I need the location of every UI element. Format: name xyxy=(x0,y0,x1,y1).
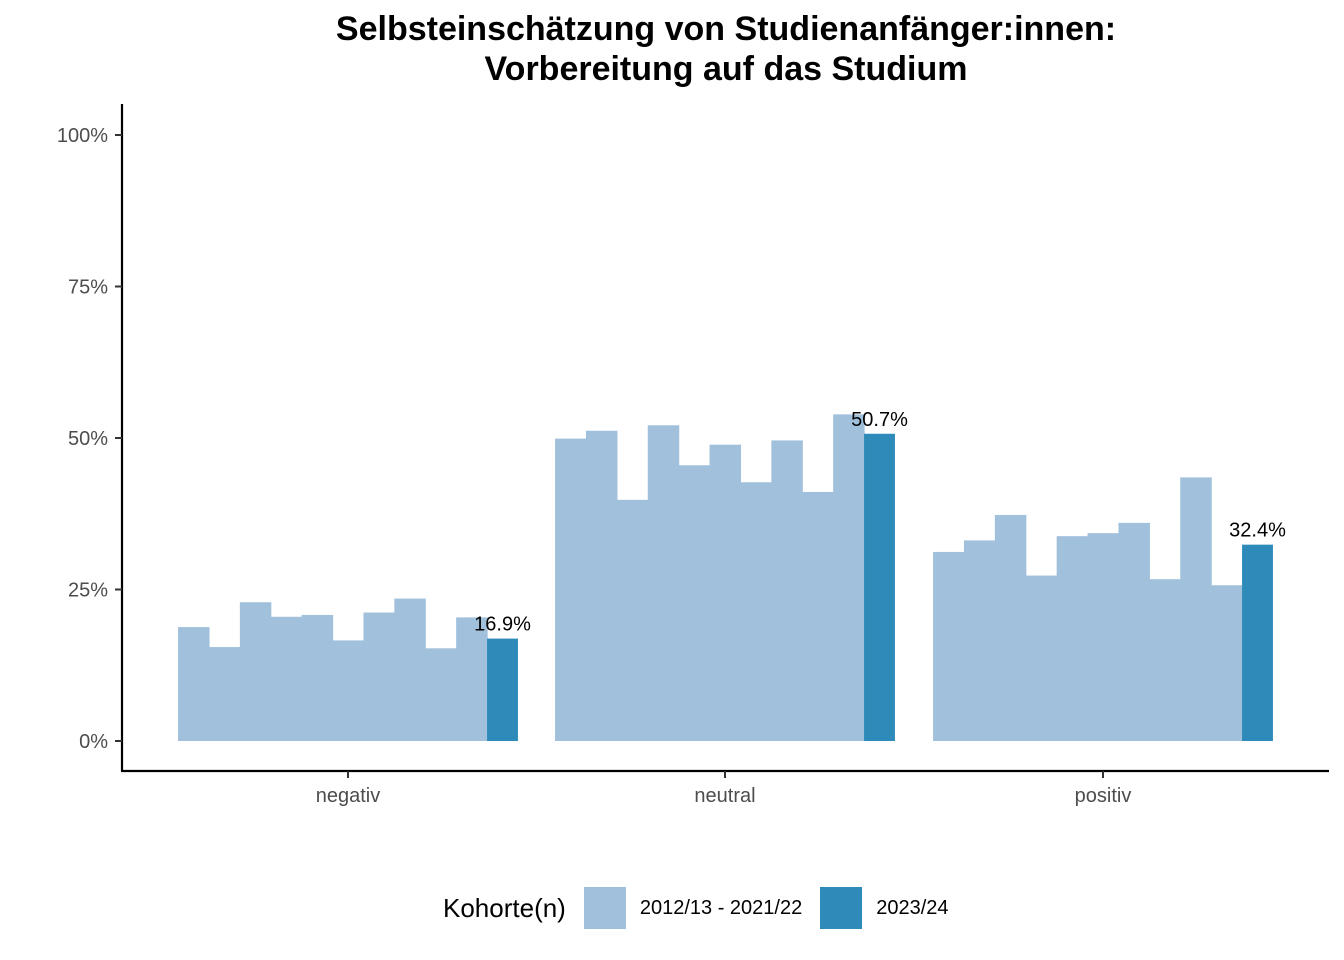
y-tick-label-2: 50% xyxy=(68,428,108,450)
bar-historic-negativ-8 xyxy=(394,598,426,741)
bar-historic-negativ-1 xyxy=(178,627,210,741)
bar-historic-positiv-2 xyxy=(963,540,996,741)
x-tick-label-positiv: positiv xyxy=(1075,785,1132,807)
bar-historic-neutral-2 xyxy=(585,430,618,741)
x-tick-label-negativ: negativ xyxy=(316,785,381,807)
bar-historic-neutral-3 xyxy=(616,499,649,741)
bar-historic-positiv-9 xyxy=(1180,477,1212,741)
bar-historic-neutral-8 xyxy=(771,440,803,741)
x-tick-label-neutral: neutral xyxy=(694,785,755,807)
y-tick-label-1: 25% xyxy=(68,580,108,602)
chart-title-line2: Vorbereitung auf das Studium xyxy=(484,50,968,88)
bar-historic-positiv-1 xyxy=(933,551,965,741)
data-label-negativ: 16.9% xyxy=(474,614,531,636)
bar-historic-neutral-4 xyxy=(647,425,680,741)
bar-historic-neutral-10 xyxy=(833,414,865,741)
bar-historic-negativ-4 xyxy=(270,616,303,741)
data-label-positiv: 32.4% xyxy=(1229,520,1286,542)
data-label-neutral: 50.7% xyxy=(851,409,908,431)
bar-current-negativ xyxy=(487,638,518,741)
bar-current-neutral xyxy=(864,433,895,741)
bar-historic-positiv-5 xyxy=(1056,536,1089,741)
chart-title-line1: Selbsteinschätzung von Studienanfänger:i… xyxy=(335,10,1117,48)
bar-historic-neutral-9 xyxy=(802,491,834,741)
y-tick-label-3: 75% xyxy=(68,277,108,299)
bar-historic-positiv-7 xyxy=(1118,522,1150,741)
bar-historic-positiv-3 xyxy=(994,514,1027,741)
bar-current-positiv xyxy=(1242,544,1273,741)
bar-historic-negativ-3 xyxy=(239,602,272,741)
bar-historic-neutral-6 xyxy=(709,444,742,741)
bar-historic-negativ-2 xyxy=(208,647,241,741)
bar-historic-positiv-8 xyxy=(1149,579,1181,741)
y-tick-label-0: 0% xyxy=(79,731,108,753)
legend: Kohorte(n) 2012/13 - 2021/22 2023/24 xyxy=(443,885,967,931)
bar-historic-negativ-10 xyxy=(456,617,488,741)
legend-title: Kohorte(n) xyxy=(443,892,566,923)
y-tick-label-4: 100% xyxy=(57,125,108,147)
bar-historic-positiv-4 xyxy=(1025,575,1058,741)
bar-historic-neutral-7 xyxy=(740,482,772,741)
bar-historic-negativ-6 xyxy=(332,640,365,741)
bar-historic-negativ-7 xyxy=(363,612,395,741)
bar-historic-negativ-5 xyxy=(301,614,334,741)
legend-label-historic: 2012/13 - 2021/22 xyxy=(639,896,803,919)
legend-key-historic xyxy=(583,887,626,929)
legend-label-current: 2023/24 xyxy=(876,896,949,919)
bar-historic-neutral-1 xyxy=(555,438,587,741)
bar-historic-positiv-10 xyxy=(1211,585,1243,741)
bar-historic-negativ-9 xyxy=(425,648,457,741)
legend-key-current xyxy=(820,887,863,929)
bar-historic-neutral-5 xyxy=(678,465,711,741)
bar-historic-positiv-6 xyxy=(1087,533,1120,741)
